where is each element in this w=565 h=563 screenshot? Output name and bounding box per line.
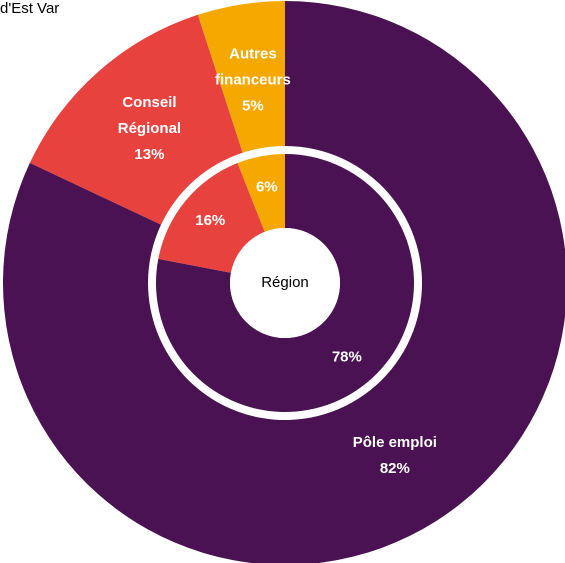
slice: [29, 14, 243, 225]
slice-label: Pôle emploi: [353, 434, 437, 451]
ring-separator: [148, 146, 422, 420]
value-label: 6%: [256, 179, 278, 196]
slice-label-group: Autres financeurs 5%: [215, 45, 291, 114]
value-label: 5%: [242, 97, 264, 114]
chart-title: d'Est Var: [0, 0, 59, 17]
slice: [3, 1, 565, 563]
value-label: 82%: [380, 460, 410, 477]
slice-label-group: Pôle emploi 82%: [353, 434, 437, 477]
slice-label-group: Conseil Régional 13%: [118, 94, 181, 163]
center-hole: [230, 228, 340, 338]
slice: [197, 1, 285, 153]
slice-label: Conseil Régional: [118, 94, 181, 137]
center-label: Région: [261, 274, 309, 291]
slice-label: Autres financeurs: [215, 45, 291, 88]
value-label: 13%: [134, 146, 164, 163]
slice: [158, 163, 265, 273]
value-label: 16%: [195, 212, 225, 229]
slice: [237, 154, 285, 232]
slice: [155, 154, 415, 412]
value-label: 78%: [332, 349, 362, 366]
